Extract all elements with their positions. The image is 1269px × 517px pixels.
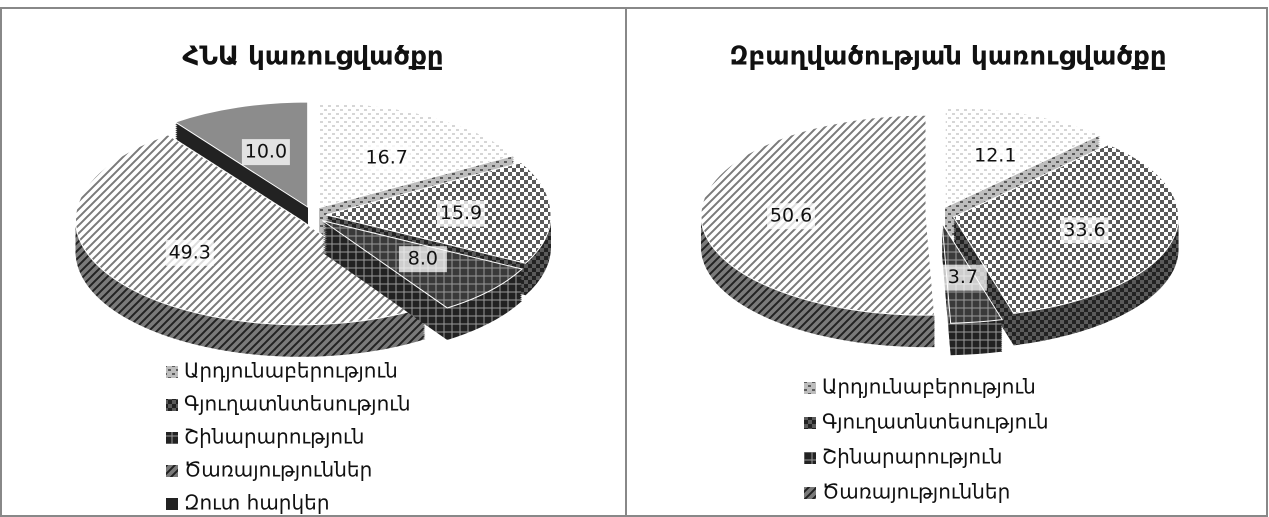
- legend-marker: [166, 399, 178, 411]
- legend-label: Արդյունաբերություն: [822, 375, 1036, 399]
- slice-top: [75, 134, 427, 326]
- legend-marker: [804, 417, 816, 429]
- legend-label: Շինարարություն: [822, 445, 1002, 469]
- value-label-bg: [362, 144, 411, 171]
- legend-marker: [166, 498, 178, 510]
- value-label-bg: [1060, 217, 1109, 244]
- value-label-bg: [938, 264, 987, 291]
- value-label-bg: [436, 200, 485, 227]
- legend-marker: [166, 366, 178, 378]
- chart-title: ՀՆԱ կառուցվածքը: [182, 42, 443, 72]
- value-label-bg: [398, 246, 447, 273]
- value-label: 49.3: [169, 241, 211, 263]
- legend-label: Շինարարություն: [184, 425, 364, 449]
- slice: [700, 114, 936, 348]
- value-label-bg: [241, 139, 290, 166]
- slice-top: [700, 114, 936, 316]
- value-label: 8.0: [408, 248, 438, 270]
- slice-top: [944, 106, 1102, 208]
- value-label: 33.6: [1063, 219, 1105, 241]
- value-label-bg: [767, 203, 816, 230]
- legend-marker: [804, 487, 816, 499]
- legend-marker: [804, 452, 816, 464]
- value-label: 3.7: [948, 266, 978, 288]
- value-label: 50.6: [770, 205, 812, 227]
- legend-label: Գյուղատնտեսություն: [184, 392, 411, 416]
- legend-marker: [166, 465, 178, 477]
- frame: [0, 7, 1268, 517]
- slice-top: [174, 101, 309, 208]
- value-label: 10.0: [245, 141, 287, 163]
- value-label-bg: [165, 239, 214, 266]
- chart-title: Զբաղվածության կառուցվածքը: [729, 42, 1166, 72]
- value-label-bg: [971, 143, 1020, 170]
- legend-label: Արդյունաբերություն: [184, 359, 398, 383]
- value-label: 12.1: [974, 145, 1016, 167]
- legend-marker: [166, 432, 178, 444]
- value-label: 16.7: [366, 146, 408, 168]
- value-label: 15.9: [440, 202, 482, 224]
- legend-label: Ծառայություններ: [822, 480, 1010, 504]
- slice: [75, 134, 427, 357]
- legend-marker: [804, 382, 816, 394]
- legend-label: Գյուղատնտեսություն: [822, 410, 1049, 434]
- slice-top: [318, 102, 516, 209]
- legend-label: Զուտ հարկեր: [184, 491, 330, 515]
- legend-label: Ծառայություններ: [184, 458, 372, 482]
